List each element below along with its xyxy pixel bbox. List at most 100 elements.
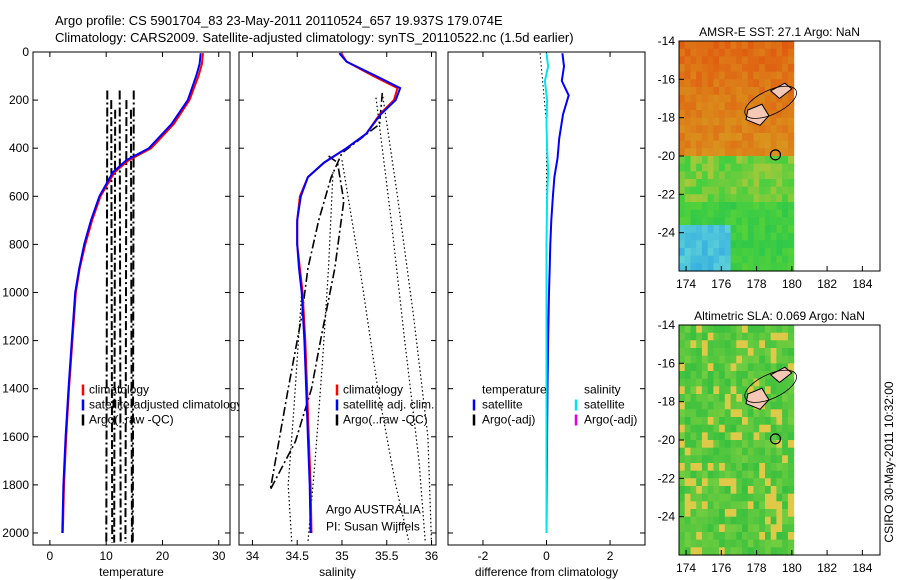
map-cell (770, 232, 777, 241)
map-cell (713, 355, 720, 364)
map-cell (701, 179, 709, 188)
map-cell (736, 501, 743, 510)
map-cell (759, 371, 766, 380)
map-cell (701, 148, 709, 157)
map-cell (770, 516, 777, 525)
map-cell (730, 447, 737, 456)
map-cell (747, 148, 755, 157)
map-cell (730, 171, 737, 180)
map-cell (724, 509, 732, 518)
map-cell (776, 48, 783, 57)
map-cell (690, 179, 697, 188)
map-cell (782, 509, 789, 518)
map-cell (684, 524, 691, 533)
map-cell (679, 125, 686, 134)
map-cell (684, 163, 691, 172)
map-cell (707, 394, 714, 403)
map-cell (701, 232, 709, 241)
map-cell (724, 87, 732, 96)
map-cell (736, 332, 743, 341)
map-cell (724, 117, 732, 126)
map-cell (730, 539, 737, 548)
map-cell (719, 117, 726, 126)
map-cell (724, 171, 732, 180)
map-cell (759, 516, 766, 525)
map-cell (787, 371, 795, 380)
map-cell (719, 440, 726, 449)
map-cell (690, 248, 697, 257)
map-cell (684, 79, 691, 88)
map-cell (776, 501, 783, 510)
map-cell (747, 217, 755, 226)
argo-location-marker (769, 433, 782, 445)
map-cell (742, 117, 749, 126)
map-cell (765, 163, 772, 172)
map-cell (679, 493, 686, 502)
map-cell (787, 186, 795, 195)
map-title: Altimetric SLA: 0.069 Argo: NaN (694, 309, 865, 323)
map-cell (782, 186, 789, 195)
map-cell (679, 325, 686, 334)
map-cell (770, 463, 777, 472)
map-cell (690, 509, 697, 518)
map-cell (684, 87, 691, 96)
map-cell (765, 424, 772, 433)
map-cell (765, 325, 772, 334)
map-cell (701, 325, 709, 334)
map-cell (701, 440, 709, 449)
map-cell (782, 470, 789, 479)
map-cell (759, 186, 766, 195)
map-cell (787, 71, 795, 80)
map-cell (753, 363, 760, 372)
map-cell (770, 378, 777, 387)
map-cell (679, 56, 686, 65)
map-cell (736, 87, 743, 96)
map-cell (719, 539, 726, 548)
map-cell (765, 547, 772, 556)
map-cell (736, 209, 743, 218)
map-cell (690, 363, 697, 372)
map-cell (707, 486, 714, 495)
map-cell (719, 355, 726, 364)
map-cell (696, 516, 703, 525)
map-cell (724, 332, 732, 341)
map-cell (730, 440, 737, 449)
map-cell (713, 348, 720, 357)
annotation-line: PI: Susan Wijffels (326, 520, 420, 534)
map-cell (753, 255, 760, 264)
map-cell (765, 64, 772, 73)
map-cell (719, 186, 726, 195)
map-cell (736, 493, 743, 502)
map-cell (679, 156, 686, 165)
map-cell (713, 363, 720, 372)
map-cell (787, 41, 795, 50)
map-cell (679, 202, 686, 211)
map-cell (713, 125, 720, 134)
map-cell (742, 255, 749, 264)
map-cell (707, 378, 714, 387)
map-cell (719, 532, 726, 541)
argo-dotted-line (307, 172, 334, 543)
map-cell (724, 547, 732, 556)
map-cell (724, 539, 732, 548)
map-cell (684, 209, 691, 218)
map-cell (753, 94, 760, 103)
map-cell (759, 156, 766, 165)
x-tick-label: 10 (99, 549, 113, 563)
map-cell (701, 171, 709, 180)
y-tick-label: -20 (658, 149, 676, 163)
map-cell (742, 371, 749, 380)
map-cell (696, 87, 703, 96)
map-cell (747, 516, 755, 525)
map-cell (765, 340, 772, 349)
map-cell (730, 102, 737, 111)
map-cell (719, 263, 726, 272)
map-cell (730, 156, 737, 165)
map-cell (787, 417, 795, 426)
map-cell (684, 440, 691, 449)
map-cell (782, 463, 789, 472)
map-cell (684, 240, 691, 249)
map-cell (776, 470, 783, 479)
map-cell (747, 71, 755, 80)
